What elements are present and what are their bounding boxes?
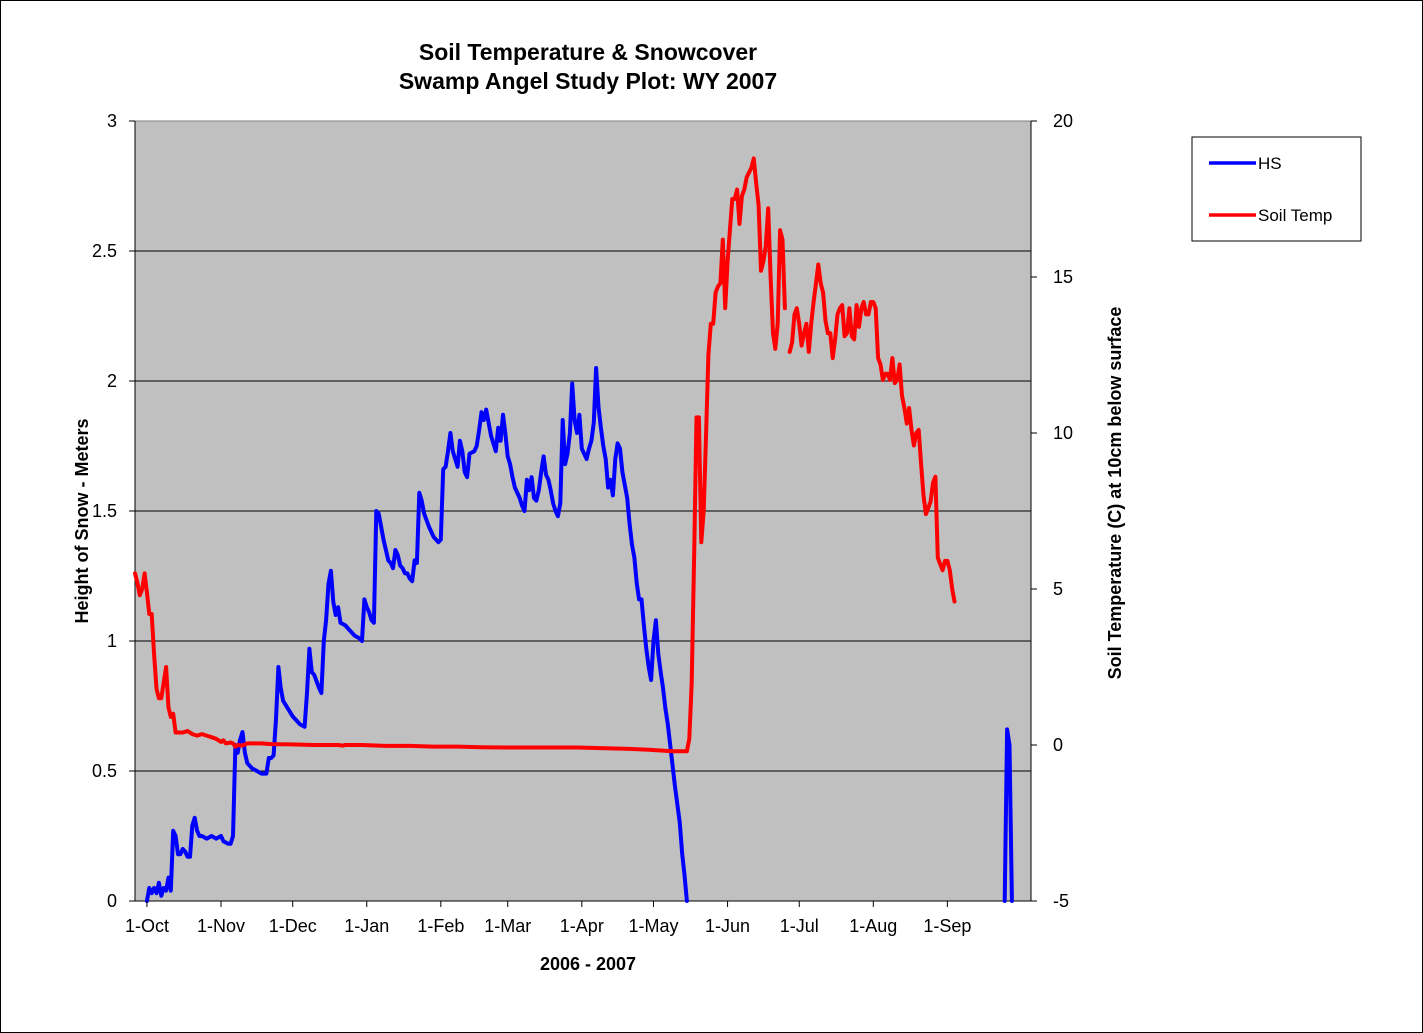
y-axis-left-ticks: 0 0.5 1 1.5 2 2.5 3 [92,111,135,911]
y-tick-label-right: 10 [1053,423,1073,443]
y-tick-label-left: 3 [107,111,117,131]
y-tick-label-left: 2.5 [92,241,117,261]
x-tick-label: 1-May [628,916,678,936]
x-tick-label: 1-Jun [705,916,750,936]
series-line-hs-late [1002,727,1014,903]
y-tick-label-left: 0 [107,891,117,911]
x-tick-label: 1-Oct [125,916,169,936]
x-tick-label: 1-Jan [344,916,389,936]
y-tick-label-right: 20 [1053,111,1073,131]
x-tick-label: 1-Nov [197,916,245,936]
chart-subtitle: Swamp Angel Study Plot: WY 2007 [399,68,777,94]
y-tick-label-right: -5 [1053,891,1069,911]
y-tick-label-right: 15 [1053,267,1073,287]
y-tick-label-left: 1.5 [92,501,117,521]
y-tick-label-left: 0.5 [92,761,117,781]
y-axis-left-title: Height of Snow - Meters [72,418,92,623]
x-axis-ticks: 1-Oct 1-Nov 1-Dec 1-Jan 1-Feb 1-Mar 1-Apr 1-May… [125,901,971,936]
y-axis-right-ticks: -5 0 5 10 15 20 [1031,111,1073,911]
series-line-soil-temp [133,156,957,754]
x-tick-label: 1-Aug [849,916,897,936]
y-axis-right-title: Soil Temperature (C) at 10cm below surfa… [1105,307,1125,680]
legend-box [1191,136,1362,242]
y-tick-label-right: 0 [1053,735,1063,755]
legend-label-hs: HS [1258,154,1282,173]
x-tick-label: 1-Sep [923,916,971,936]
chart-title: Soil Temperature & Snowcover [419,39,757,65]
x-tick-label: 1-Jul [780,916,819,936]
x-tick-label: 1-Mar [484,916,531,936]
y-tick-label-left: 2 [107,371,117,391]
x-axis-title: 2006 - 2007 [540,954,636,974]
x-tick-label: 1-Apr [560,916,604,936]
series-layer [133,156,1014,903]
y-tick-label-left: 1 [107,631,117,651]
x-tick-label: 1-Dec [269,916,317,936]
x-tick-label: 1-Feb [417,916,464,936]
legend: HS Soil Temp [1191,136,1362,242]
y-tick-label-right: 5 [1053,579,1063,599]
legend-label-soil-temp: Soil Temp [1258,206,1332,225]
